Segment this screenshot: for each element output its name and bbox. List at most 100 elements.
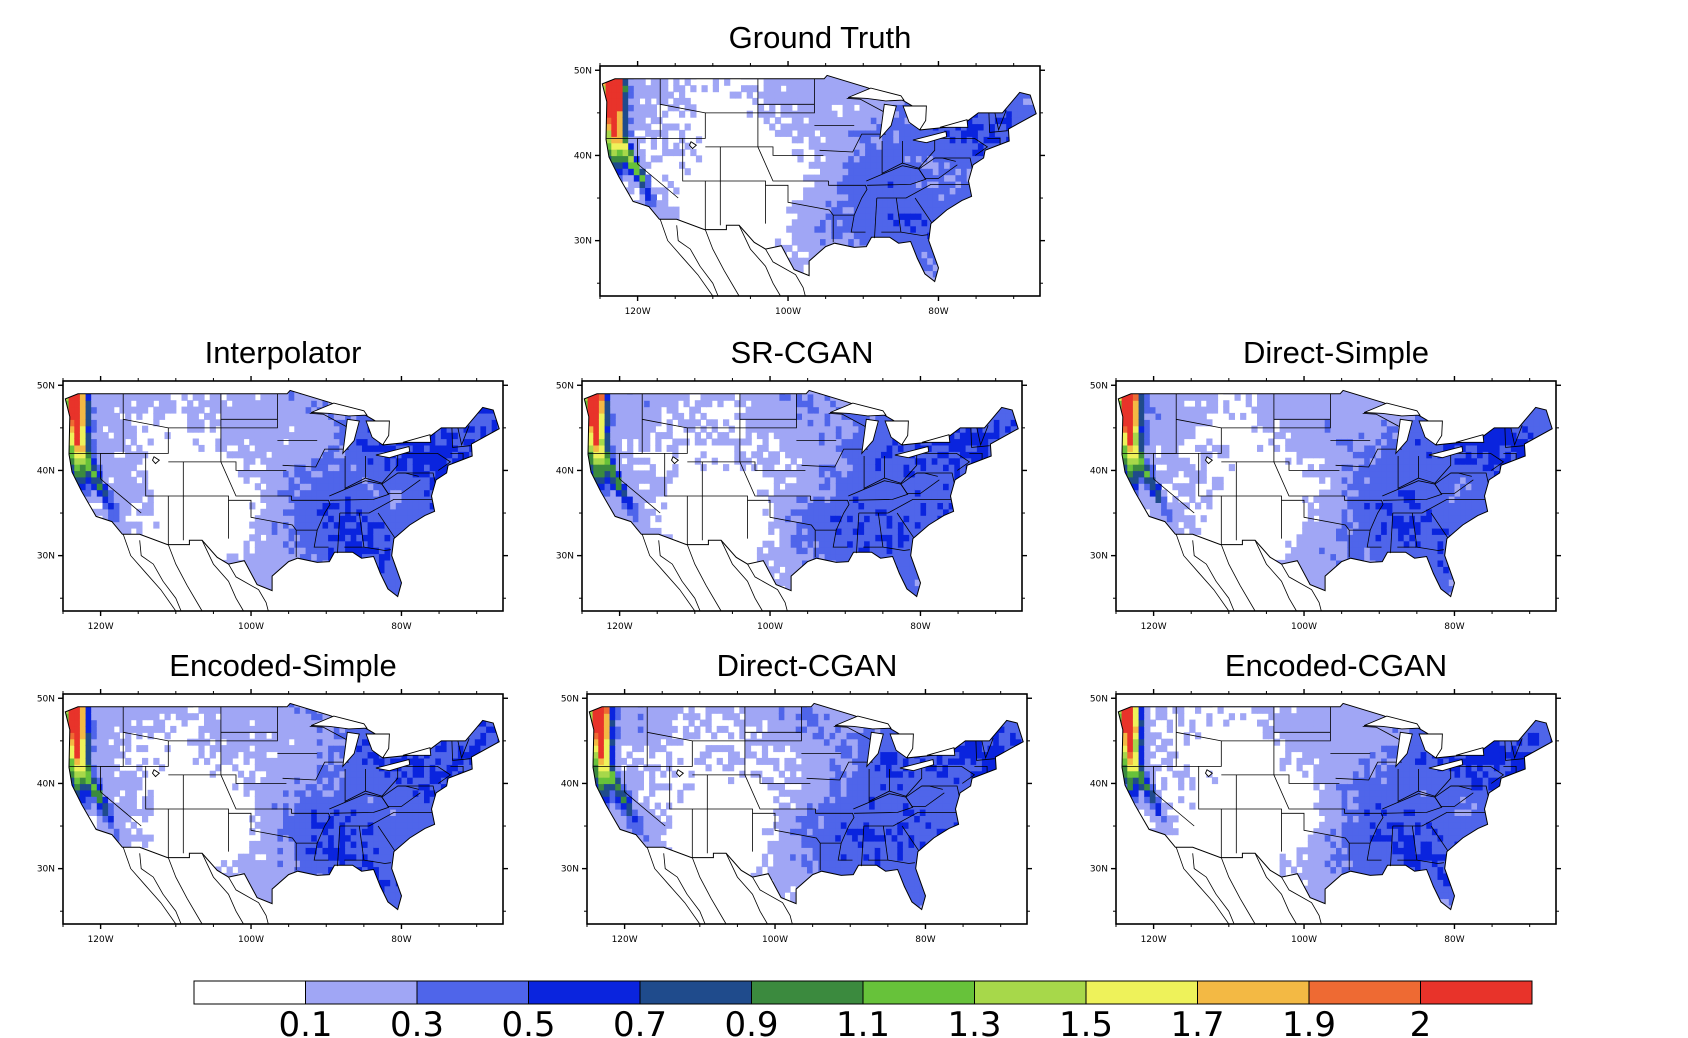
border-line <box>969 453 983 460</box>
colorbar-box <box>974 980 1087 1005</box>
border-line <box>970 427 990 448</box>
lake <box>830 402 887 417</box>
border-line <box>895 197 902 233</box>
panel-direct-simple: Direct-Simple 50N 40N 30N 120W 100W 80W <box>1090 335 1566 645</box>
border-line <box>69 427 169 454</box>
lake <box>365 420 390 446</box>
panel-title: Encoded-CGAN <box>1224 648 1448 683</box>
lake <box>1364 715 1421 730</box>
border-line <box>450 766 464 773</box>
map-frame <box>1115 380 1557 612</box>
border-line <box>874 197 878 239</box>
lon-label: 100W <box>238 622 264 632</box>
colorbar-box <box>639 980 752 1005</box>
lake <box>926 747 956 756</box>
lake <box>342 418 360 455</box>
lake <box>884 420 909 446</box>
border-line <box>145 453 229 539</box>
border-line <box>282 761 349 781</box>
border-line <box>876 184 970 199</box>
border-line <box>220 740 292 810</box>
border-line <box>337 825 341 867</box>
lat-label: 40N <box>1090 466 1108 476</box>
border-line <box>337 512 341 554</box>
lake <box>375 446 411 459</box>
border-line <box>344 766 399 802</box>
border-line <box>397 785 436 797</box>
border-line <box>69 740 169 767</box>
lon-label: 80W <box>910 622 930 632</box>
lon-label: 120W <box>607 622 633 632</box>
border-line <box>1192 853 1235 925</box>
border-line <box>1430 825 1449 851</box>
border-line <box>833 726 873 742</box>
colorbar-box <box>1085 980 1198 1005</box>
colorbar-boxes <box>193 980 1533 1005</box>
border-line <box>1397 453 1452 489</box>
border-line <box>877 512 884 548</box>
lat-label: 40N <box>574 151 592 161</box>
border-line <box>122 534 177 612</box>
border-line <box>641 534 696 612</box>
border-line <box>457 738 470 760</box>
lake <box>861 418 879 455</box>
border-line <box>1450 785 1489 797</box>
border-line <box>882 825 889 861</box>
lat-label: 50N <box>37 381 55 391</box>
border-line <box>691 857 727 925</box>
colorbar-label: 0.9 <box>724 1005 778 1038</box>
border-line <box>381 472 421 494</box>
precip-map: 50N 40N 30N 120W 100W 80W <box>556 376 1027 632</box>
border-line <box>1344 496 1384 548</box>
border-line <box>1273 706 1331 742</box>
lake <box>1395 418 1413 455</box>
lat-label: 50N <box>1090 381 1108 391</box>
border-line <box>1504 740 1524 761</box>
lat-label: 30N <box>37 865 55 875</box>
border-line <box>220 706 278 742</box>
border-line <box>752 812 821 871</box>
colorbar-box <box>1197 980 1310 1005</box>
panel-title: Direct-Simple <box>1242 335 1430 370</box>
border-line <box>905 785 945 807</box>
border-line <box>647 706 746 742</box>
lat-label: 50N <box>1090 694 1108 704</box>
colorbar-label: 0.1 <box>278 1005 332 1038</box>
lake <box>866 731 884 768</box>
us-outline <box>64 702 500 911</box>
precip-map: 50N 40N 30N 120W 100W 80W <box>574 61 1045 317</box>
border-line <box>806 761 873 781</box>
border-line <box>139 540 182 612</box>
border-line <box>660 78 759 114</box>
lake <box>375 759 411 772</box>
border-line <box>167 857 203 925</box>
border-line <box>974 766 988 773</box>
border-line <box>1221 774 1340 784</box>
lake <box>670 456 680 465</box>
border-line <box>1503 766 1517 773</box>
lake <box>848 87 905 102</box>
colorbar-label: 1.5 <box>1059 1005 1113 1038</box>
lat-label: 50N <box>37 694 55 704</box>
border-line <box>1254 540 1297 612</box>
lake <box>1455 434 1485 443</box>
map-frame <box>581 380 1023 612</box>
lake <box>912 131 948 144</box>
precip-map: 50N 40N 30N 120W 100W 80W <box>1090 689 1561 945</box>
border-line <box>881 231 928 236</box>
border-line <box>1273 427 1345 497</box>
border-line <box>757 112 829 182</box>
border-line <box>642 393 741 429</box>
lat-label: 50N <box>561 694 579 704</box>
border-line <box>704 229 740 297</box>
colorbar-box <box>862 980 975 1005</box>
lon-label: 100W <box>1291 622 1317 632</box>
lon-label: 120W <box>612 935 638 945</box>
border-line <box>1281 812 1350 871</box>
lake <box>1455 747 1485 756</box>
colorbar-box <box>416 980 529 1005</box>
colorbar-label: 1.9 <box>1282 1005 1336 1038</box>
border-line <box>659 219 714 297</box>
border-line <box>686 544 722 612</box>
border-line <box>900 472 940 494</box>
